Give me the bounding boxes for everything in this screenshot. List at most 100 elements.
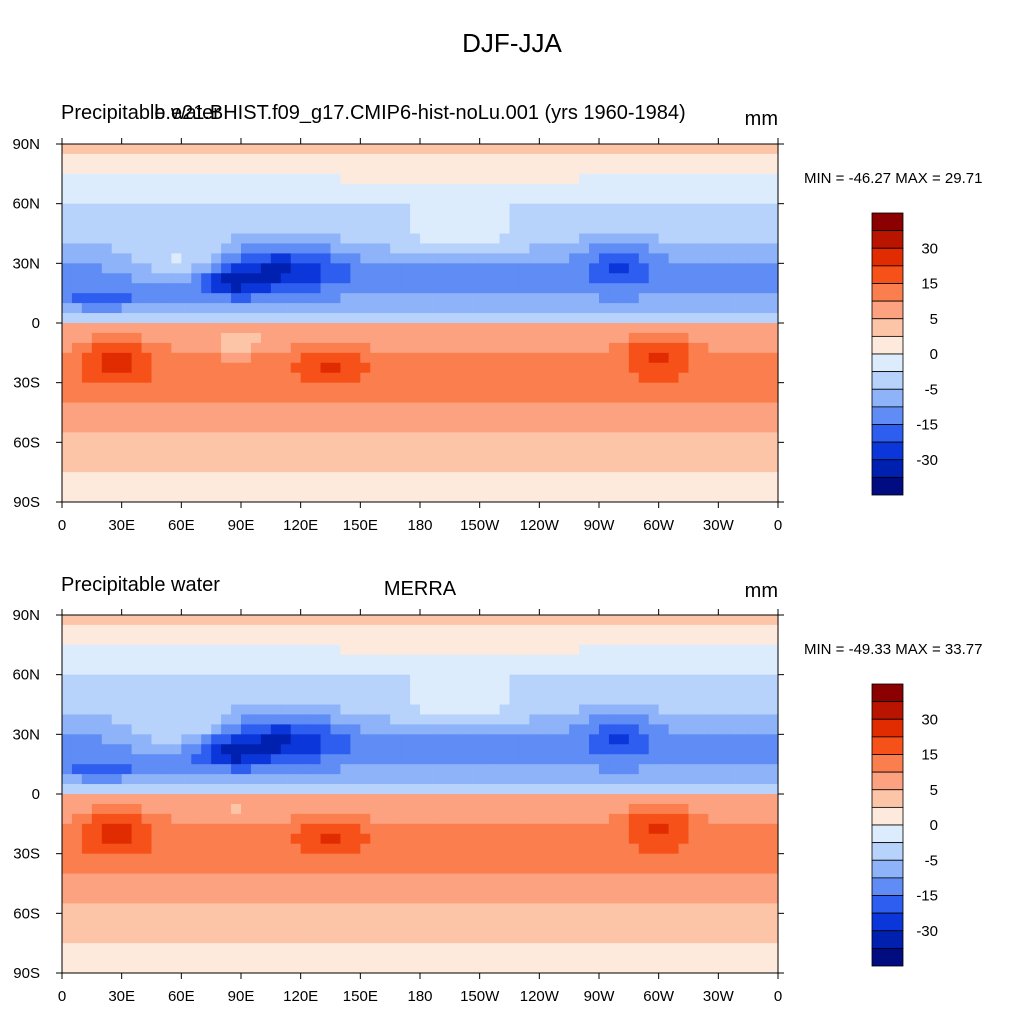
map-cell: [489, 412, 501, 424]
map-cell: [131, 863, 143, 875]
map-cell: [62, 452, 73, 463]
map-cell: [221, 213, 232, 225]
map-cell: [320, 833, 332, 845]
map-cell: [469, 253, 481, 264]
map-cell: [290, 644, 302, 656]
map-cell: [320, 724, 332, 735]
map-cell: [121, 462, 133, 473]
map-cell: [201, 853, 212, 865]
map-cell: [559, 283, 570, 294]
map-cell: [111, 803, 123, 815]
map-cell: [62, 744, 73, 755]
map-cell: [599, 273, 610, 284]
map-cell: [231, 332, 242, 344]
map-cell: [519, 492, 530, 503]
map-cell: [529, 472, 540, 483]
map-cell: [589, 462, 600, 473]
map-cell: [191, 734, 202, 745]
map-cell: [668, 883, 680, 895]
map-cell: [539, 624, 550, 636]
map-cell: [599, 714, 610, 725]
map-cell: [101, 432, 113, 443]
map-cell: [519, 422, 530, 433]
map-cell: [300, 233, 312, 245]
map-cell: [718, 392, 729, 404]
map-cell: [768, 452, 779, 463]
map-cell: [618, 303, 630, 314]
map-cell: [668, 163, 680, 175]
map-cell: [559, 243, 570, 254]
map-cell: [241, 863, 252, 875]
map-cell: [250, 243, 262, 254]
map-cell: [469, 764, 481, 775]
map-cell: [648, 153, 660, 165]
map-cell: [241, 243, 252, 254]
map-cell: [201, 392, 212, 404]
map-cell: [81, 392, 93, 404]
map-cell: [469, 153, 481, 165]
map-cell: [81, 442, 93, 453]
map-cell: [459, 823, 471, 835]
map-cell: [340, 714, 351, 725]
map-cell: [708, 492, 719, 503]
map-cell: [638, 694, 650, 706]
map-cell: [509, 323, 521, 334]
map-cell: [111, 332, 123, 344]
map-cell: [569, 452, 580, 463]
map-cell: [181, 442, 192, 453]
map-cell: [569, 853, 580, 865]
map-cell: [768, 243, 779, 254]
map-cell: [270, 833, 282, 845]
map-cell: [310, 223, 322, 235]
map-cell: [191, 833, 202, 845]
map-cell: [479, 684, 491, 696]
map-cell: [101, 883, 113, 895]
map-cell: [320, 903, 332, 914]
map-cell: [668, 183, 680, 195]
map-cell: [758, 144, 769, 155]
map-cell: [241, 664, 252, 676]
map-cell: [638, 442, 650, 453]
map-cell: [111, 674, 123, 686]
map-cell: [310, 634, 322, 646]
map-cell: [101, 332, 113, 344]
map-cell: [121, 664, 133, 676]
map-cell: [529, 913, 540, 924]
map-cell: [370, 803, 381, 815]
map-cell: [81, 402, 93, 414]
map-cell: [71, 223, 83, 235]
map-cell: [111, 223, 123, 235]
map-cell: [420, 492, 431, 503]
map-cell: [509, 903, 521, 914]
map-cell: [101, 863, 113, 875]
map-cell: [698, 634, 709, 646]
map-cell: [738, 694, 749, 706]
map-cell: [618, 432, 630, 443]
map-cell: [549, 213, 560, 225]
map-cell: [260, 744, 272, 755]
map-cell: [718, 615, 729, 626]
map-cell: [489, 362, 501, 374]
map-cell: [280, 303, 292, 314]
map-cell: [340, 462, 351, 473]
map-cell: [171, 883, 182, 895]
map-cell: [698, 233, 709, 245]
map-cell: [360, 163, 371, 175]
map-cell: [121, 853, 133, 865]
map-cell: [758, 243, 769, 254]
map-cell: [519, 293, 530, 304]
map-cell: [350, 734, 361, 745]
map-cell: [489, 813, 501, 825]
map-cell: [181, 472, 192, 483]
map-cell: [449, 794, 461, 805]
map-cell: [300, 724, 312, 735]
map-cell: [151, 843, 163, 855]
map-cell: [330, 243, 342, 254]
map-cell: [111, 883, 123, 895]
map-cell: [250, 744, 262, 755]
map-cell: [350, 724, 361, 735]
map-cell: [628, 273, 640, 284]
map-cell: [549, 144, 560, 155]
map-cell: [599, 923, 610, 934]
map-cell: [310, 923, 322, 934]
